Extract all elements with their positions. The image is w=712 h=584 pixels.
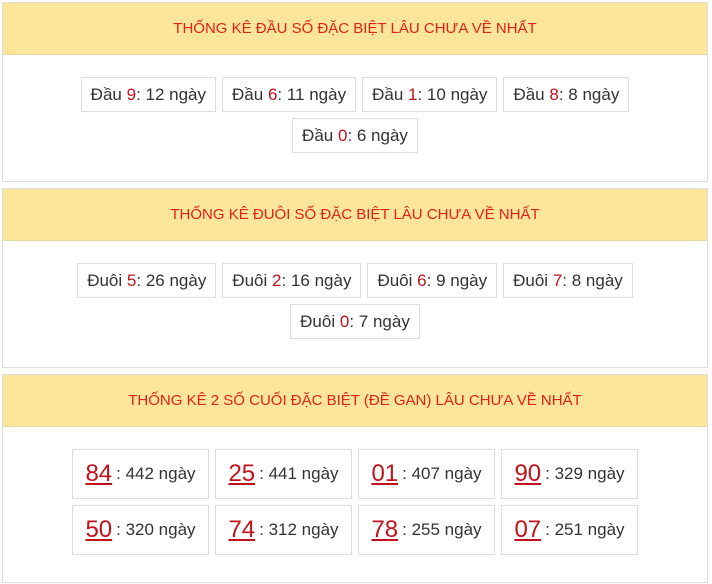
item-days: : 442 ngày xyxy=(116,464,196,483)
stat-item: Đuôi 7: 8 ngày xyxy=(503,263,633,298)
item-days: : 255 ngày xyxy=(402,520,482,539)
stat-item: 84: 442 ngày xyxy=(72,449,209,499)
stat-item: Đuôi 6: 9 ngày xyxy=(367,263,498,298)
item-label: Đầu xyxy=(372,84,404,104)
item-label: Đầu xyxy=(90,84,122,104)
item-days: : 16 ngày xyxy=(281,270,352,290)
item-days: : 407 ngày xyxy=(402,464,482,483)
item-label: Đuôi xyxy=(232,270,268,290)
item-days: : 251 ngày xyxy=(545,520,625,539)
stat-item: Đầu 9: 12 ngày xyxy=(80,77,217,112)
stat-item: Đầu 8: 8 ngày xyxy=(503,77,630,112)
item-days: : 7 ngày xyxy=(349,311,410,331)
stat-item: Đầu 6: 11 ngày xyxy=(222,77,357,112)
number-link[interactable]: 25 xyxy=(228,460,256,487)
panel-title: THỐNG KÊ ĐẦU SỐ ĐẶC BIỆT LÂU CHƯA VỀ NHẤ… xyxy=(3,3,707,55)
panel-body: Đầu 9: 12 ngày Đầu 6: 11 ngày Đầu 1: 10 ng… xyxy=(3,55,707,153)
item-number: 6 xyxy=(267,84,278,104)
item-number: 1 xyxy=(408,84,418,104)
item-label: Đuôi xyxy=(513,270,549,290)
item-days: : 12 ngày xyxy=(136,84,207,104)
stat-item: Đầu 0: 6 ngày xyxy=(292,118,418,153)
item-days: : 8 ngày xyxy=(558,84,620,104)
number-link[interactable]: 84 xyxy=(85,460,113,487)
item-number: 9 xyxy=(126,84,137,104)
item-days: : 11 ngày xyxy=(277,84,347,104)
item-label: Đầu xyxy=(232,84,264,104)
panel-body: 84: 442 ngày 25: 441 ngày 01: 407 ngày 90: … xyxy=(3,427,707,555)
item-label: Đầu xyxy=(513,84,545,104)
panel-title: THỐNG KÊ ĐUÔI SỐ ĐẶC BIỆT LÂU CHƯA VỀ NH… xyxy=(3,189,707,241)
number-link[interactable]: 74 xyxy=(228,516,256,543)
stat-item: 50: 320 ngày xyxy=(72,505,209,555)
item-label: Đuôi xyxy=(87,270,123,290)
stat-item: Đầu 1: 10 ngày xyxy=(362,77,498,112)
panel-title: THỐNG KÊ 2 SỐ CUỐI ĐẶC BIỆT (ĐỀ GAN) LÂU… xyxy=(3,375,707,427)
number-link[interactable]: 78 xyxy=(371,516,399,543)
number-link[interactable]: 07 xyxy=(514,516,542,543)
item-days: : 9 ngày xyxy=(426,270,488,290)
item-number: 2 xyxy=(272,270,282,290)
item-number: 6 xyxy=(417,270,427,290)
stat-item: 74: 312 ngày xyxy=(215,505,352,555)
number-link[interactable]: 90 xyxy=(514,460,542,487)
stat-item: 25: 441 ngày xyxy=(215,449,352,499)
item-days: : 6 ngày xyxy=(347,125,408,145)
stat-item: Đuôi 5: 26 ngày xyxy=(77,263,217,298)
item-days: : 26 ngày xyxy=(136,270,207,290)
stat-item: Đuôi 2: 16 ngày xyxy=(222,263,362,298)
stat-item: 01: 407 ngày xyxy=(358,449,495,499)
stats-panel: THỐNG KÊ 2 SỐ CUỐI ĐẶC BIỆT (ĐỀ GAN) LÂU… xyxy=(2,374,708,583)
item-label: Đầu xyxy=(302,125,334,145)
number-link[interactable]: 50 xyxy=(85,516,113,543)
stat-item: Đuôi 0: 7 ngày xyxy=(290,304,420,339)
item-number: 8 xyxy=(549,84,559,104)
item-days: : 320 ngày xyxy=(116,520,196,539)
item-number: 5 xyxy=(126,270,137,290)
item-label: Đuôi xyxy=(377,270,413,290)
item-days: : 441 ngày xyxy=(259,464,339,483)
stats-panel: THỐNG KÊ ĐẦU SỐ ĐẶC BIỆT LÂU CHƯA VỀ NHẤ… xyxy=(2,2,708,182)
item-number: 0 xyxy=(337,125,348,145)
item-days: : 312 ngày xyxy=(259,520,339,539)
panel-body: Đuôi 5: 26 ngày Đuôi 2: 16 ngày Đuôi 6: 9 … xyxy=(3,241,707,339)
stat-item: 90: 329 ngày xyxy=(501,449,638,499)
item-number: 7 xyxy=(552,270,563,290)
item-label: Đuôi xyxy=(300,311,336,331)
stats-panel: THỐNG KÊ ĐUÔI SỐ ĐẶC BIỆT LÂU CHƯA VỀ NH… xyxy=(2,188,708,368)
item-number: 0 xyxy=(339,311,350,331)
stat-item: 07: 251 ngày xyxy=(501,505,638,555)
item-days: : 10 ngày xyxy=(417,84,488,104)
item-days: : 8 ngày xyxy=(562,270,623,290)
number-link[interactable]: 01 xyxy=(371,460,399,487)
item-days: : 329 ngày xyxy=(545,464,625,483)
stat-item: 78: 255 ngày xyxy=(358,505,495,555)
